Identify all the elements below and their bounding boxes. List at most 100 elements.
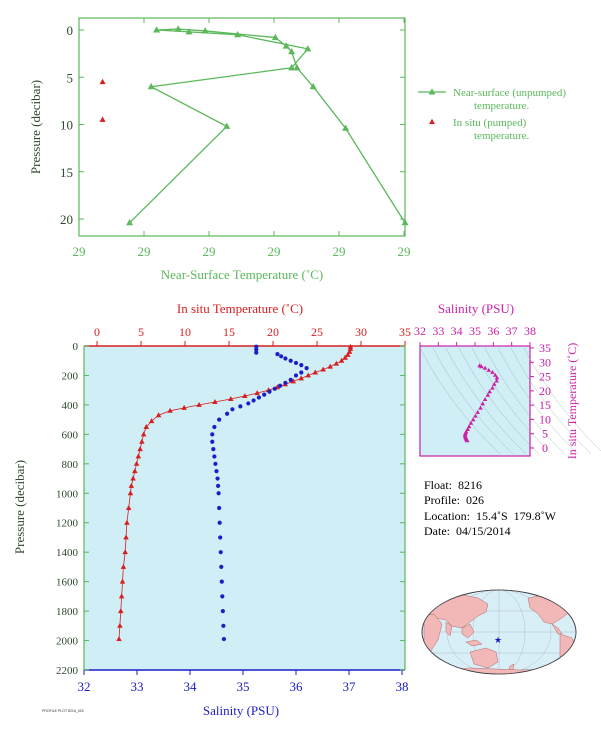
pressure-tick-label: 1600 xyxy=(56,577,79,589)
sal-axis-label: Salinity (PSU) xyxy=(203,703,279,718)
ts-point xyxy=(473,413,478,418)
ts-point xyxy=(479,364,484,369)
near-surface-point xyxy=(288,47,296,55)
ts-density-contours xyxy=(419,347,601,455)
pressure-tick-label: 1800 xyxy=(56,606,79,618)
temperature-point xyxy=(122,549,128,555)
salinity-point xyxy=(283,356,288,361)
profile-chart: 0 5 10 15 20 25 30 35 32 33 34 35 36 37 38 0 200 400 600 80… xyxy=(12,301,411,718)
near-surface-point xyxy=(201,27,209,34)
in-situ-point xyxy=(99,116,106,122)
sal-x-tick-label: 35 xyxy=(237,679,250,694)
salinity-point xyxy=(272,386,277,391)
ts-contour-line xyxy=(484,347,566,455)
ts-contour-line xyxy=(419,347,501,455)
salinity-point xyxy=(238,404,243,409)
temperature-point xyxy=(118,593,125,599)
salinity-point xyxy=(283,380,288,385)
float-info-panel: Float: 8216 Profile: 026 Location: 15.4˚… xyxy=(424,478,594,539)
salinity-point xyxy=(254,350,259,355)
near-x-axis-label: Near-Surface Temperature (˚C) xyxy=(161,267,323,282)
near-x-tick-label: 29 xyxy=(398,244,411,259)
temp-x-tick-label: 20 xyxy=(267,325,279,339)
temperature-point xyxy=(196,401,202,407)
salinity-point xyxy=(288,377,293,382)
salinity-point xyxy=(212,424,217,430)
ts-point xyxy=(485,392,491,397)
temperature-point xyxy=(228,396,234,401)
ts-contour-line xyxy=(458,347,540,455)
salinity-point xyxy=(210,432,215,437)
salinity-point xyxy=(256,395,261,400)
temperature-point xyxy=(148,418,155,424)
near-x-tick-label: 29 xyxy=(203,244,216,259)
ts-contour-line xyxy=(497,347,579,455)
map-border xyxy=(421,589,577,675)
ts-point xyxy=(468,420,474,425)
temperature-point xyxy=(137,446,143,452)
salinity-point xyxy=(217,520,222,525)
float-number: Float: 8216 xyxy=(424,478,483,492)
near-surface-point xyxy=(234,30,242,38)
ts-point xyxy=(482,365,488,370)
temperature-point xyxy=(212,398,218,404)
ts-contour-line xyxy=(510,347,592,455)
temperature-point xyxy=(298,375,304,381)
near-surface-point xyxy=(293,64,301,71)
near-surface-plot-frame xyxy=(78,17,406,237)
temperature-point xyxy=(128,482,135,488)
temperature-point xyxy=(125,505,132,510)
near-surface-point xyxy=(185,28,193,35)
near-y-tick-label: 10 xyxy=(60,118,73,133)
temp-x-tick-label: 10 xyxy=(179,325,191,339)
pressure-tick-label: 400 xyxy=(62,400,79,412)
salinity-point xyxy=(304,365,309,371)
legend-entry-pumped-line1: In situ (pumped) xyxy=(453,117,527,129)
temperature-point xyxy=(117,622,123,628)
ts-y-axis-label: In situ Temperature (˚C) xyxy=(565,343,579,460)
ts-y-tick-label: 30 xyxy=(539,355,551,369)
temperature-point xyxy=(305,372,311,378)
ts-point xyxy=(466,424,472,429)
temperature-point xyxy=(242,393,248,399)
salinity-point xyxy=(220,608,225,614)
temperature-point xyxy=(130,475,136,481)
temp-x-tick-label: 35 xyxy=(399,325,411,339)
legend-red-triangle-swatch xyxy=(429,118,435,125)
sal-x-tick-label: 34 xyxy=(184,679,198,694)
salinity-point xyxy=(230,407,235,412)
footnote: PROFILE PLOT 8216_026 xyxy=(42,709,84,713)
temperature-point xyxy=(333,360,340,366)
near-surface-point xyxy=(304,45,312,52)
temp-x-tick-label: 0 xyxy=(94,325,100,339)
ts-x-tick-label: 34 xyxy=(451,324,463,338)
temperature-point xyxy=(167,407,173,413)
temperature-point xyxy=(127,490,134,496)
salinity-point xyxy=(216,491,221,496)
pressure-tick-label: 1400 xyxy=(56,547,79,559)
near-surface-point xyxy=(401,219,409,226)
profile-plot-area xyxy=(84,346,405,670)
temp-x-tick-label: 15 xyxy=(223,325,235,339)
near-surface-point xyxy=(126,219,134,226)
temperature-point xyxy=(123,534,129,540)
salinity-point xyxy=(213,461,218,466)
ts-contour-line xyxy=(523,347,601,452)
legend-entry-unpumped-line1: Near-surface (unpumped) xyxy=(453,87,566,99)
sal-x-tick-label: 32 xyxy=(78,679,91,694)
salinity-point xyxy=(246,401,251,406)
salinity-point xyxy=(217,417,222,422)
ts-y-tick-label: 20 xyxy=(539,384,551,398)
ts-y-tick-label: 25 xyxy=(539,370,551,384)
pressure-tick-label: 0 xyxy=(73,341,79,353)
ts-point xyxy=(494,375,500,380)
salinity-point xyxy=(225,411,230,416)
near-surface-point xyxy=(153,26,161,33)
chart-legend: Near-surface (unpumped)temperature.In si… xyxy=(418,87,566,142)
salinity-point xyxy=(262,392,267,397)
ts-point xyxy=(470,417,476,422)
salinity-point xyxy=(278,383,283,388)
ts-point xyxy=(490,385,495,390)
near-surface-chart: 0 5 10 15 20 29 29 29 29 29 29 Near-Surface Tempera… xyxy=(28,17,411,282)
